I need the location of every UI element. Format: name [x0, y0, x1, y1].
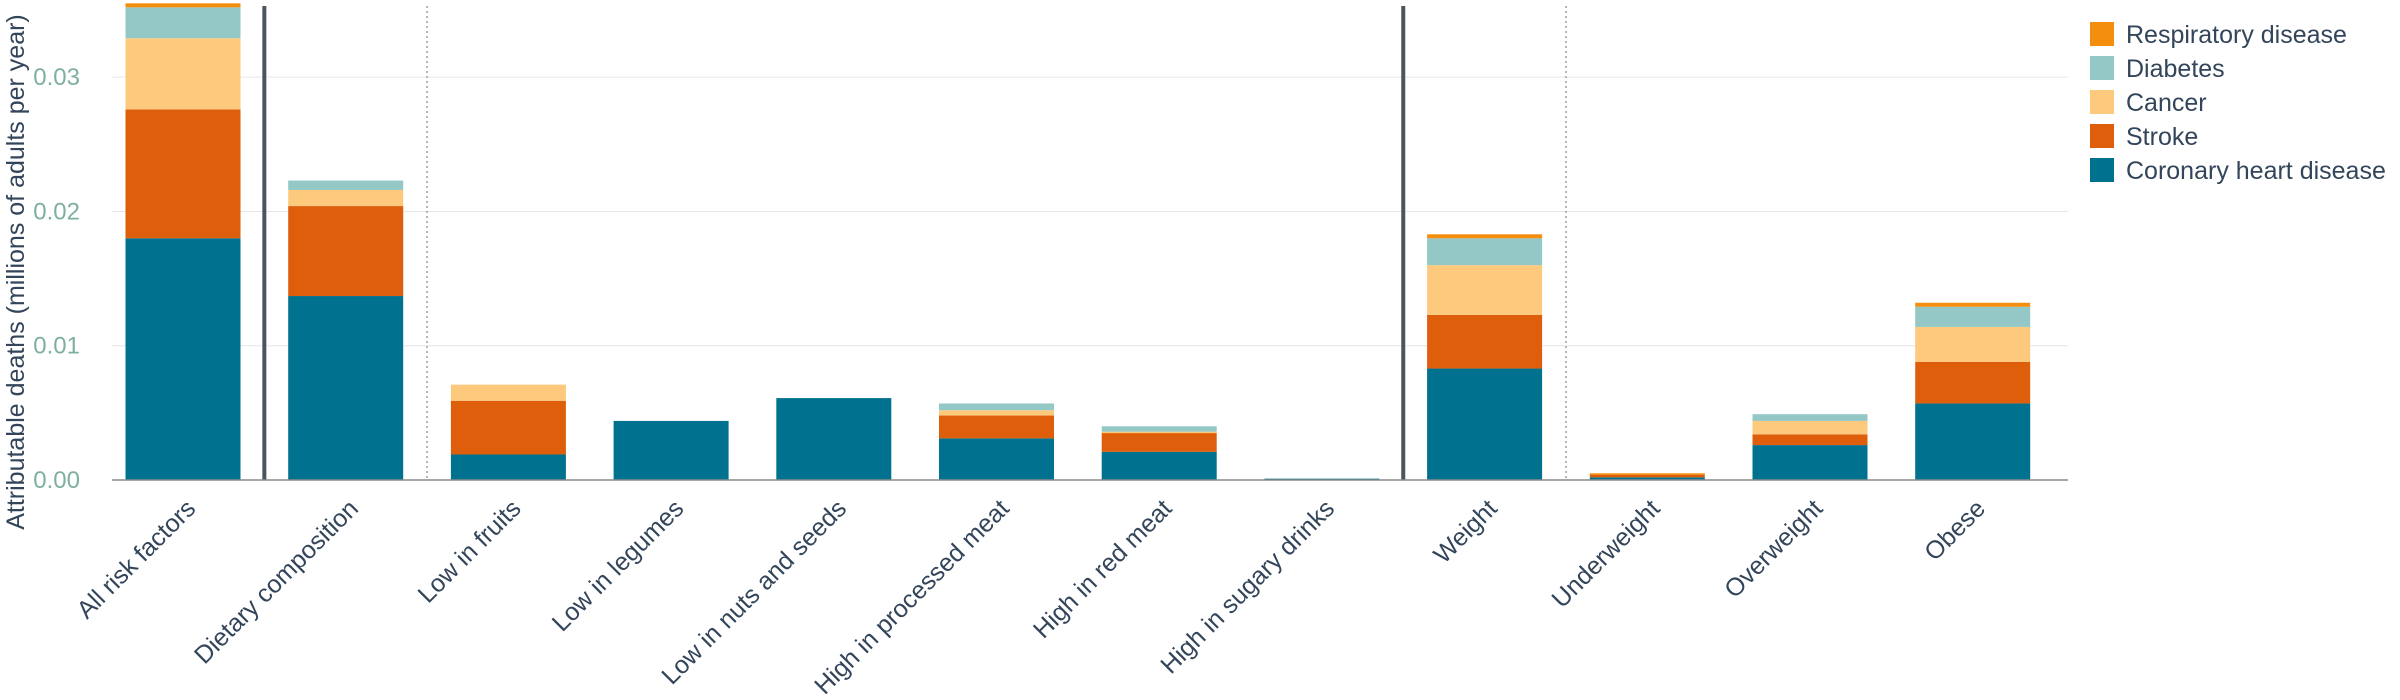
legend-swatch — [2090, 56, 2114, 80]
x-tick-label: Overweight — [1719, 494, 1828, 603]
bar-segment[interactable] — [776, 398, 892, 480]
group-separators — [262, 6, 1567, 480]
bar-segment[interactable] — [1752, 420, 1868, 435]
legend-swatch — [2090, 158, 2114, 182]
bar-segment[interactable] — [1752, 434, 1868, 446]
legend-item[interactable]: Cancer — [2090, 89, 2207, 117]
bar-segment[interactable] — [939, 410, 1054, 416]
y-tick-label: 0.01 — [33, 333, 80, 360]
bar-segment[interactable] — [1915, 306, 2031, 327]
bar-segment[interactable] — [1427, 368, 1543, 480]
y-tick-label: 0.02 — [33, 198, 80, 225]
x-tick-label: Weight — [1428, 494, 1503, 569]
x-tick-label: Low in fruits — [413, 494, 527, 608]
bar-segment[interactable] — [125, 3, 241, 8]
x-tick-label: Dietary composition — [189, 494, 364, 669]
bar-segment[interactable] — [288, 189, 404, 207]
y-tick-label: 0.00 — [33, 467, 80, 494]
bar-segment[interactable] — [125, 38, 241, 110]
bar-segment[interactable] — [288, 180, 404, 190]
bar-segment[interactable] — [613, 420, 729, 480]
bar-segment[interactable] — [450, 454, 566, 480]
bar-segment[interactable] — [1427, 265, 1543, 315]
bar-segment[interactable] — [450, 400, 566, 455]
bar-segment[interactable] — [1101, 433, 1217, 452]
bar-segment[interactable] — [1589, 473, 1705, 475]
bar-segment[interactable] — [1915, 302, 2031, 307]
bar-segment[interactable] — [1427, 314, 1543, 369]
legend-item[interactable]: Diabetes — [2090, 55, 2225, 83]
bar-segment[interactable] — [939, 438, 1054, 480]
bar-segment[interactable] — [125, 238, 241, 480]
legend-item[interactable]: Respiratory disease — [2090, 21, 2347, 49]
bar-segment[interactable] — [1915, 403, 2031, 480]
y-axis-title: Attributable deaths (millions of adults … — [2, 14, 30, 530]
bar-segment[interactable] — [1589, 474, 1705, 478]
x-tick-label: High in sugary drinks — [1155, 494, 1340, 679]
bar-segment[interactable] — [939, 403, 1054, 411]
legend-label: Coronary heart disease — [2126, 157, 2386, 185]
bar-segment[interactable] — [288, 206, 404, 297]
x-tick-label: High in red meat — [1028, 494, 1178, 644]
bar-segment[interactable] — [1915, 361, 2031, 404]
bar-segment[interactable] — [125, 109, 241, 239]
bar-segment[interactable] — [125, 7, 241, 39]
bar-segment[interactable] — [1101, 426, 1217, 432]
legend-label: Diabetes — [2126, 55, 2225, 83]
bar-segment[interactable] — [288, 296, 404, 480]
legend-label: Stroke — [2126, 123, 2198, 151]
x-tick-label: Low in nuts and seeds — [656, 494, 852, 690]
legend-item[interactable]: Coronary heart disease — [2090, 157, 2386, 185]
legend-item[interactable]: Stroke — [2090, 123, 2198, 151]
bar-segment[interactable] — [1427, 238, 1543, 266]
x-tick-label: Underweight — [1546, 494, 1665, 613]
bar-segment[interactable] — [1915, 326, 2031, 362]
bar-segment[interactable] — [1427, 234, 1543, 239]
bar-segment[interactable] — [1101, 451, 1217, 480]
bar-segment[interactable] — [1752, 414, 1868, 421]
legend: Respiratory disease Diabetes Cancer Stroke C… — [2090, 21, 2386, 185]
legend-swatch — [2090, 124, 2114, 148]
bar-segment[interactable] — [450, 384, 566, 401]
x-tick-label: Low in legumes — [547, 494, 690, 637]
bar-segment[interactable] — [1752, 445, 1868, 480]
bar-segment[interactable] — [939, 415, 1054, 439]
legend-swatch — [2090, 22, 2114, 46]
x-tick-label: Obese — [1919, 494, 1991, 566]
y-tick-label: 0.03 — [33, 64, 80, 91]
bars — [125, 3, 2031, 481]
legend-swatch — [2090, 90, 2114, 114]
gridlines — [112, 76, 2068, 347]
bar-segment[interactable] — [1589, 477, 1705, 480]
legend-label: Cancer — [2126, 89, 2207, 117]
legend-label: Respiratory disease — [2126, 21, 2347, 49]
bar-segment[interactable] — [1101, 431, 1217, 434]
x-tick-label: All risk factors — [71, 494, 201, 624]
